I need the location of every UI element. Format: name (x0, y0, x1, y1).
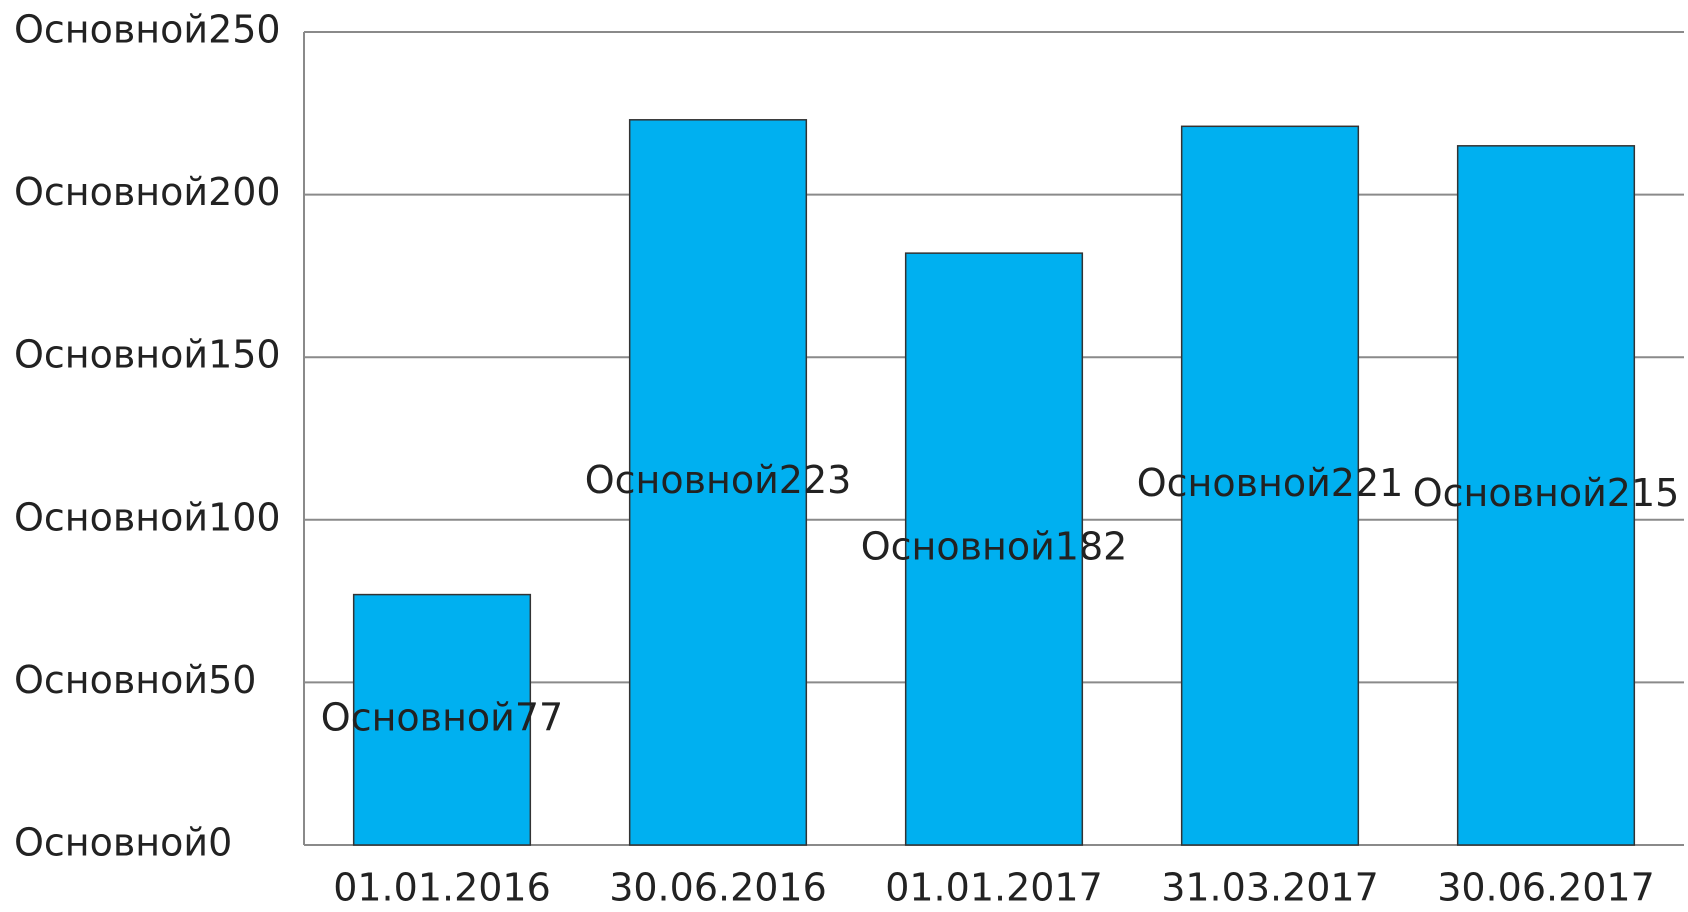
data-label: Основной223 (585, 458, 852, 502)
bar (1180, 125, 1360, 846)
x-tick-label: 30.06.2017 (1437, 866, 1655, 910)
y-tick-label: Основной100 (14, 495, 281, 539)
bar (1456, 145, 1636, 846)
y-tick-label: Основной0 (14, 821, 232, 865)
y-tick-label: Основной250 (14, 8, 281, 52)
bar (352, 593, 532, 846)
data-label: Основной221 (1137, 461, 1404, 505)
y-tick-label: Основной50 (14, 658, 256, 702)
y-tick-label: Основной200 (14, 170, 281, 214)
x-tick-label: 31.03.2017 (1161, 866, 1379, 910)
x-tick-label: 01.01.2016 (333, 866, 551, 910)
data-label: Основной182 (861, 525, 1128, 569)
data-label: Основной215 (1413, 471, 1680, 515)
data-label: Основной77 (321, 695, 563, 739)
x-tick-label: 01.01.2017 (885, 866, 1103, 910)
bar (628, 119, 808, 846)
bar (904, 252, 1084, 846)
x-tick-label: 30.06.2016 (609, 866, 827, 910)
y-tick-label: Основной150 (14, 333, 281, 377)
